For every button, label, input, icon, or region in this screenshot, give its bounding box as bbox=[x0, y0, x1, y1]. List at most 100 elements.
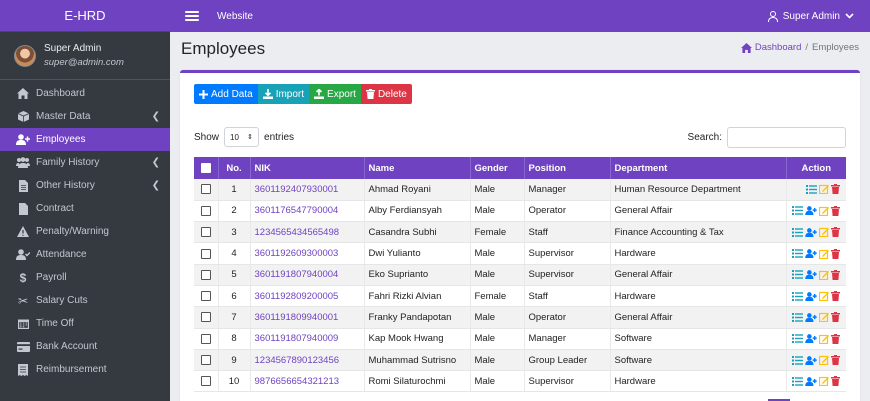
detail-list-icon[interactable] bbox=[792, 270, 803, 280]
sidebar-item-contract[interactable]: Contract bbox=[0, 197, 170, 220]
edit-icon[interactable] bbox=[819, 376, 829, 387]
cell-nik-link[interactable]: 1234565434565498 bbox=[250, 221, 365, 244]
table-row: 4 3601192609300003 Dwi Yulianto Male Supervi… bbox=[194, 242, 846, 265]
select-all-checkbox[interactable] bbox=[200, 162, 211, 173]
sidebar-item-time-off[interactable]: Time Off bbox=[0, 312, 170, 335]
cell-nik-link[interactable]: 3601191807940009 bbox=[250, 328, 365, 350]
cell-nik-link[interactable]: 3601176547790004 bbox=[250, 200, 365, 223]
detail-list-icon[interactable] bbox=[792, 227, 803, 237]
add-family-icon[interactable] bbox=[805, 355, 817, 365]
row-checkbox[interactable] bbox=[200, 333, 211, 344]
row-checkbox[interactable] bbox=[200, 355, 211, 365]
hamburger-menu-icon[interactable] bbox=[185, 11, 199, 21]
credit-card-icon bbox=[16, 340, 30, 354]
sidebar-item-family-history[interactable]: Family History ❮ bbox=[0, 151, 170, 174]
delete-icon[interactable] bbox=[831, 355, 840, 365]
sidebar-item-reimbursement[interactable]: Reimbursement bbox=[0, 358, 170, 381]
cell-position: Group Leader bbox=[524, 349, 611, 372]
column-header-gender[interactable]: Gender bbox=[470, 157, 525, 179]
column-header-department[interactable]: Department bbox=[610, 157, 787, 179]
dollar-icon: $ bbox=[19, 270, 27, 285]
detail-list-icon[interactable] bbox=[792, 334, 803, 344]
row-checkbox[interactable] bbox=[200, 184, 211, 195]
pagination-active-page[interactable] bbox=[768, 399, 790, 401]
add-family-icon[interactable] bbox=[805, 376, 817, 386]
delete-button[interactable]: Delete bbox=[360, 84, 412, 104]
sidebar-item-employees[interactable]: Employees bbox=[0, 128, 170, 151]
brand-logo[interactable]: E-HRD bbox=[0, 0, 170, 32]
detail-list-icon[interactable] bbox=[792, 291, 803, 301]
edit-icon[interactable] bbox=[819, 206, 829, 216]
edit-icon[interactable] bbox=[819, 291, 829, 302]
edit-icon[interactable] bbox=[819, 334, 829, 344]
cell-nik-link[interactable]: 3601192809200005 bbox=[250, 285, 365, 308]
user-panel[interactable]: Super Admin super@admin.com bbox=[0, 32, 170, 80]
row-checkbox[interactable] bbox=[200, 291, 211, 302]
detail-list-icon[interactable] bbox=[792, 376, 803, 386]
import-button[interactable]: Import bbox=[257, 84, 310, 104]
search-input[interactable] bbox=[727, 127, 846, 148]
row-checkbox[interactable] bbox=[200, 227, 211, 238]
sidebar-item-payroll[interactable]: $ Payroll bbox=[0, 266, 170, 289]
delete-icon[interactable] bbox=[831, 227, 840, 238]
sidebar-item-bank-account[interactable]: Bank Account bbox=[0, 335, 170, 358]
column-header-name[interactable]: Name bbox=[364, 157, 471, 179]
employees-table: No. NIK Name Gender Position Department … bbox=[194, 157, 846, 393]
row-checkbox[interactable] bbox=[200, 312, 211, 323]
detail-list-icon[interactable] bbox=[792, 312, 803, 322]
edit-icon[interactable] bbox=[819, 355, 829, 365]
add-family-icon[interactable] bbox=[805, 313, 817, 322]
sidebar-item-salary-cuts[interactable]: ✂ Salary Cuts bbox=[0, 289, 170, 312]
cell-nik-link[interactable]: 3601191807940004 bbox=[250, 264, 365, 286]
user-menu[interactable]: Super Admin bbox=[767, 10, 854, 22]
cell-nik-link[interactable]: 3601191809940001 bbox=[250, 306, 365, 329]
column-header-position[interactable]: Position bbox=[524, 157, 611, 179]
edit-icon[interactable] bbox=[819, 249, 829, 259]
row-checkbox[interactable] bbox=[200, 269, 211, 280]
column-header-no[interactable]: No. bbox=[218, 157, 251, 179]
top-navbar: Website Super Admin bbox=[170, 0, 870, 32]
add-family-icon[interactable] bbox=[805, 227, 817, 237]
table-row: 8 3601191807940009 Kap Mook Hwang Male Manag… bbox=[194, 328, 846, 350]
detail-list-icon[interactable] bbox=[792, 206, 803, 216]
edit-icon[interactable] bbox=[819, 184, 829, 195]
add-family-icon[interactable] bbox=[805, 206, 817, 216]
delete-icon[interactable] bbox=[831, 184, 840, 195]
cell-nik-link[interactable]: 3601192407930001 bbox=[250, 179, 365, 201]
export-button[interactable]: Export bbox=[309, 84, 361, 104]
delete-icon[interactable] bbox=[831, 269, 840, 280]
cell-nik-link[interactable]: 1234567890123456 bbox=[250, 349, 365, 372]
edit-icon[interactable] bbox=[819, 312, 829, 323]
cell-department: Human Resource Department bbox=[610, 179, 787, 201]
detail-list-icon[interactable] bbox=[792, 249, 803, 259]
add-family-icon[interactable] bbox=[805, 334, 817, 344]
add-data-button[interactable]: Add Data bbox=[194, 84, 258, 104]
delete-icon[interactable] bbox=[831, 376, 840, 387]
column-header-nik[interactable]: NIK bbox=[250, 157, 365, 179]
detail-list-icon[interactable] bbox=[792, 355, 803, 365]
edit-icon[interactable] bbox=[819, 270, 829, 280]
delete-icon[interactable] bbox=[831, 291, 840, 302]
entries-select[interactable]: 10 ⇕ bbox=[224, 127, 260, 147]
website-link[interactable]: Website bbox=[217, 10, 253, 22]
sidebar-item-attendance[interactable]: Attendance bbox=[0, 243, 170, 266]
delete-icon[interactable] bbox=[831, 333, 840, 344]
sidebar-item-other-history[interactable]: Other History ❮ bbox=[0, 174, 170, 197]
delete-icon[interactable] bbox=[831, 205, 840, 216]
detail-list-icon[interactable] bbox=[806, 184, 817, 194]
sidebar-item-master-data[interactable]: Master Data ❮ bbox=[0, 105, 170, 128]
sidebar-item-dashboard[interactable]: Dashboard bbox=[0, 82, 170, 105]
row-checkbox[interactable] bbox=[200, 205, 211, 216]
delete-icon[interactable] bbox=[831, 248, 840, 259]
row-checkbox[interactable] bbox=[200, 248, 211, 259]
row-checkbox[interactable] bbox=[200, 376, 211, 387]
edit-icon[interactable] bbox=[819, 227, 829, 238]
add-family-icon[interactable] bbox=[805, 249, 817, 259]
breadcrumb-home[interactable]: Dashboard bbox=[740, 42, 801, 53]
cell-nik-link[interactable]: 3601192609300003 bbox=[250, 242, 365, 265]
add-family-icon[interactable] bbox=[805, 291, 817, 301]
add-family-icon[interactable] bbox=[805, 270, 817, 280]
delete-icon[interactable] bbox=[831, 312, 840, 323]
sidebar-item-penalty-warning[interactable]: Penalty/Warning bbox=[0, 220, 170, 243]
cell-nik-link[interactable]: 9876656654321213 bbox=[250, 370, 365, 393]
